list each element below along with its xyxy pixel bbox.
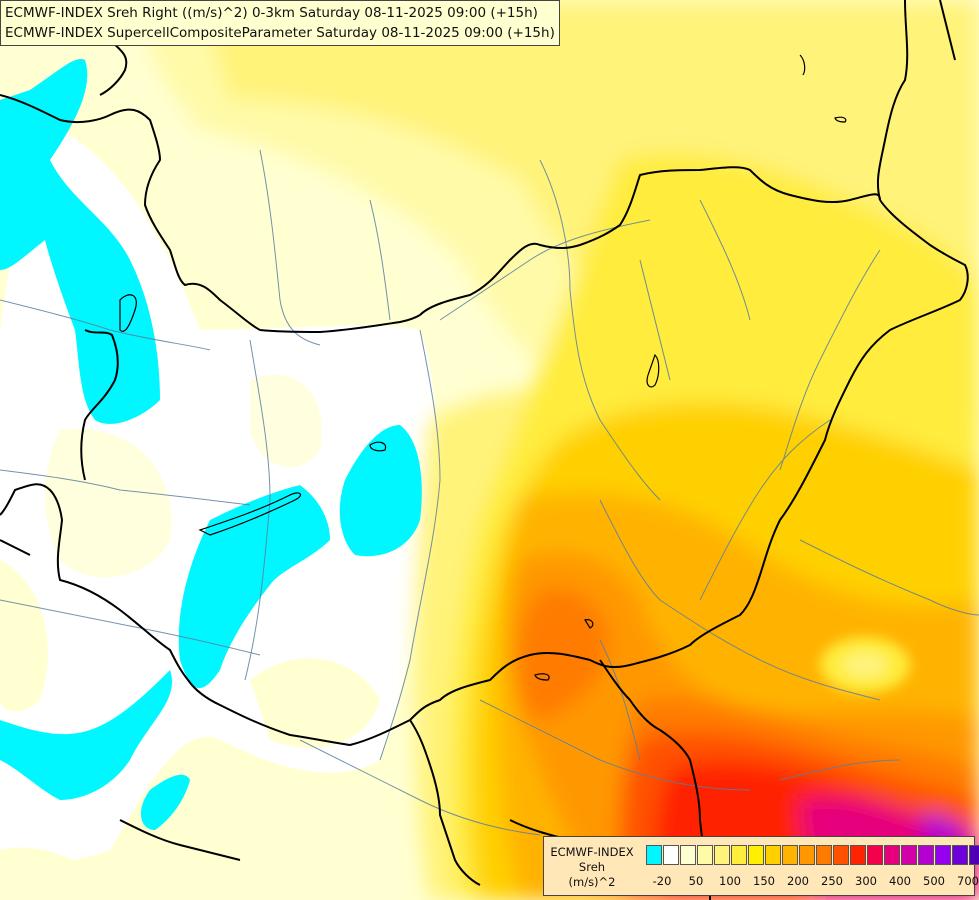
legend-swatch: [680, 845, 696, 865]
legend-swatch: [850, 845, 866, 865]
legend-title-line-2: Sreh: [578, 860, 606, 874]
legend-tick-label: 400: [889, 874, 911, 888]
legend-tick-label: -20: [652, 874, 672, 888]
legend-tick-label: 200: [787, 874, 809, 888]
legend-swatch: [714, 845, 730, 865]
lakes: [119, 54, 847, 681]
legend-swatch: [935, 845, 951, 865]
rivers: [0, 149, 979, 836]
legend-tick-label: 700: [957, 874, 979, 888]
legend-tick-label: 250: [821, 874, 843, 888]
legend-title-line-3: (m/s)^2: [568, 875, 616, 889]
legend-swatch: [697, 845, 713, 865]
legend-swatch: [782, 845, 798, 865]
map-title-line-2: ECMWF-INDEX SupercellCompositeParameter …: [5, 25, 555, 41]
legend-swatches: [646, 845, 979, 865]
legend-ticks: -20 50 100 150 200 250 300 400 500 700: [646, 874, 979, 890]
legend-swatch: [867, 845, 883, 865]
legend-swatch: [918, 845, 934, 865]
legend-swatch: [748, 845, 764, 865]
legend-swatch: [884, 845, 900, 865]
legend-tick-label: 100: [719, 874, 741, 888]
legend-tick-label: 500: [923, 874, 945, 888]
shading-local-max: [820, 637, 910, 693]
legend-swatch: [663, 845, 679, 865]
shading-cyan: [0, 59, 422, 830]
map-title-line-1: ECMWF-INDEX Sreh Right ((m/s)^2) 0-3km S…: [5, 5, 538, 21]
shading-yellow: [140, 0, 979, 900]
legend-swatch: [952, 845, 968, 865]
legend-swatch: [799, 845, 815, 865]
legend-tick-label: 50: [688, 874, 704, 888]
shading-pale-yellow: [0, 374, 380, 900]
map-title-box: ECMWF-INDEX Sreh Right ((m/s)^2) 0-3km S…: [0, 0, 560, 46]
legend-tick-label: 150: [753, 874, 775, 888]
legend-title: ECMWF-INDEX Sreh (m/s)^2: [544, 845, 640, 890]
legend-swatch: [816, 845, 832, 865]
legend-swatch: [646, 845, 662, 865]
legend-swatch: [901, 845, 917, 865]
legend-title-line-1: ECMWF-INDEX: [550, 845, 634, 859]
legend-swatch: [731, 845, 747, 865]
legend-swatch: [969, 845, 979, 865]
legend-swatch: [765, 845, 781, 865]
legend-tick-label: 300: [855, 874, 877, 888]
legend-swatch: [833, 845, 849, 865]
color-legend: ECMWF-INDEX Sreh (m/s)^2 -20 50 100 150 200 2…: [543, 836, 979, 896]
